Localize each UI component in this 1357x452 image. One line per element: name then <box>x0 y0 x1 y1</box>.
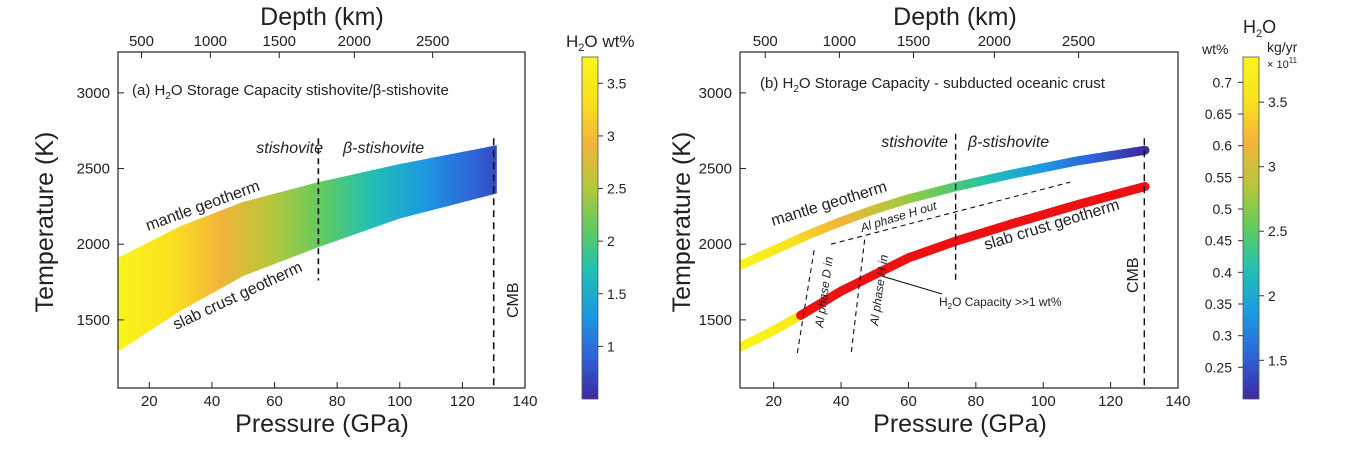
depth-tick-label: 500 <box>129 33 154 50</box>
colorbar-left-unit: wt% <box>1201 41 1228 57</box>
colorbar-tick-label: 3.5 <box>607 75 627 91</box>
colorbar-left-tick-label: 0.4 <box>1213 264 1233 280</box>
y-tick-label: 3000 <box>699 85 732 102</box>
x-tick-label: 100 <box>1031 393 1056 410</box>
depth-axis-title: Depth (km) <box>893 3 1017 31</box>
x-tick-label: 40 <box>833 393 850 410</box>
depth-tick-label: 2000 <box>978 33 1011 50</box>
colorbar-left-tick-label: 0.35 <box>1205 296 1232 312</box>
cmb-label: CMB <box>1125 257 1142 293</box>
colorbar-tick-label: 2.5 <box>607 181 627 197</box>
x-ticks: 20 40 60 80 100 120 140 <box>141 382 538 410</box>
colorbar-right-tick-label: 3 <box>1268 159 1276 175</box>
panel-a: 20 40 60 80 100 120 140 1500 2000 2500 3000 500 10… <box>31 3 634 438</box>
colorbar-left-ticks: 0.25 0.3 0.35 0.4 0.45 0.5 0.55 0.6 0.65 0.7 <box>1205 74 1243 375</box>
colorbar <box>581 56 599 400</box>
x-tick-label: 140 <box>1165 393 1190 410</box>
depth-tick-label: 1000 <box>194 33 227 50</box>
stishovite-label: stishovite <box>881 134 948 151</box>
y-axis-title: Temperature (K) <box>668 132 696 313</box>
colorbar-right-tick-label: 1.5 <box>1268 352 1288 368</box>
y-tick-label: 2000 <box>699 236 732 253</box>
depth-ticks: 500 1000 1500 2000 2500 <box>753 33 1095 58</box>
y-tick-label: 2000 <box>77 236 110 253</box>
x-tick-label: 40 <box>204 393 221 410</box>
x-tick-label: 80 <box>968 393 985 410</box>
y-ticks: 1500 2000 2500 3000 <box>699 85 746 329</box>
x-axis-title: Pressure (GPa) <box>235 410 409 438</box>
depth-tick-label: 500 <box>753 33 778 50</box>
colorbar-right-tick-label: 3.5 <box>1268 94 1288 110</box>
cmb-label: CMB <box>505 282 522 318</box>
colorbar-ticks: 1 1.5 2 2.5 3 3.5 <box>598 75 627 354</box>
depth-tick-label: 1500 <box>897 33 930 50</box>
y-axis-title: Temperature (K) <box>31 132 59 313</box>
colorbar-left-tick-label: 0.25 <box>1205 359 1232 375</box>
panel-title: (b) H2O Storage Capacity - subducted oce… <box>760 75 1106 95</box>
depth-tick-label: 2500 <box>1062 33 1095 50</box>
colorbar-left-tick-label: 0.65 <box>1205 106 1232 122</box>
beta-stishovite-label: β-stishovite <box>967 134 1049 151</box>
x-tick-label: 80 <box>329 393 346 410</box>
colorbar-left-tick-label: 0.55 <box>1205 169 1232 185</box>
x-tick-label: 20 <box>765 393 782 410</box>
colorbar-title: H2O <box>1243 17 1276 40</box>
beta-stishovite-label: β-stishovite <box>342 140 424 157</box>
panel-b: 20 40 60 80 100 120 140 1500 2000 2500 3000 500 10… <box>668 3 1298 438</box>
colorbar-right-exponent: × 1011 <box>1267 56 1298 71</box>
x-tick-label: 120 <box>1098 393 1123 410</box>
y-ticks: 1500 2000 2500 3000 <box>77 85 124 329</box>
colorbar-left-tick-label: 0.3 <box>1213 328 1233 344</box>
colorbar-left-tick-label: 0.6 <box>1213 138 1233 154</box>
slab-crust-geotherm-curve <box>740 182 1150 352</box>
x-axis-title: Pressure (GPa) <box>873 410 1047 438</box>
y-tick-label: 3000 <box>77 85 110 102</box>
colorbar <box>1242 56 1260 400</box>
panel-title: (a) H2O Storage Capacity stishovite/β-st… <box>132 82 449 102</box>
x-ticks: 20 40 60 80 100 120 140 <box>765 382 1191 410</box>
y-tick-label: 2500 <box>699 161 732 178</box>
colorbar-left-tick-label: 0.5 <box>1213 201 1233 217</box>
x-tick-label: 60 <box>900 393 917 410</box>
depth-tick-label: 1500 <box>263 33 296 50</box>
colorbar-tick-label: 2 <box>607 233 615 249</box>
x-tick-label: 20 <box>141 393 158 410</box>
water-capacity-band <box>118 145 497 352</box>
al-phase-h-in-label: Al phase H in <box>867 253 891 327</box>
colorbar-right-ticks: 1.5 2 2.5 3 3.5 <box>1259 94 1288 368</box>
depth-tick-label: 1000 <box>823 33 856 50</box>
capacity-annotation: H2O Capacity >>1 wt% <box>939 295 1062 311</box>
x-tick-label: 60 <box>266 393 283 410</box>
x-tick-label: 120 <box>450 393 475 410</box>
colorbar-right-tick-label: 2.5 <box>1268 223 1288 239</box>
colorbar-right-tick-label: 2 <box>1268 288 1276 304</box>
x-tick-label: 100 <box>387 393 412 410</box>
depth-tick-label: 2000 <box>338 33 371 50</box>
depth-tick-label: 2500 <box>416 33 449 50</box>
depth-axis-title: Depth (km) <box>260 3 384 31</box>
al-phase-h-in-line <box>850 239 866 354</box>
plot-frame <box>739 51 1179 389</box>
y-tick-label: 1500 <box>77 312 110 329</box>
capacity-annotation-pointer <box>881 275 943 295</box>
depth-ticks: 500 1000 1500 2000 2500 <box>129 33 449 58</box>
colorbar-left-tick-label: 0.7 <box>1213 74 1233 90</box>
colorbar-left-tick-label: 0.45 <box>1205 233 1232 249</box>
colorbar-tick-label: 1 <box>607 338 615 354</box>
stishovite-label: stishovite <box>256 140 323 157</box>
colorbar-tick-label: 3 <box>607 128 615 144</box>
y-tick-label: 2500 <box>77 161 110 178</box>
mantle-geotherm-curve <box>740 145 1150 270</box>
plot-frame <box>117 51 526 389</box>
y-tick-label: 1500 <box>699 312 732 329</box>
colorbar-tick-label: 1.5 <box>607 286 627 302</box>
colorbar-right-unit: kg/yr <box>1267 39 1298 55</box>
x-tick-label: 140 <box>512 393 537 410</box>
al-phase-d-in-line <box>796 250 815 354</box>
colorbar-title: H2O wt% <box>566 32 634 54</box>
